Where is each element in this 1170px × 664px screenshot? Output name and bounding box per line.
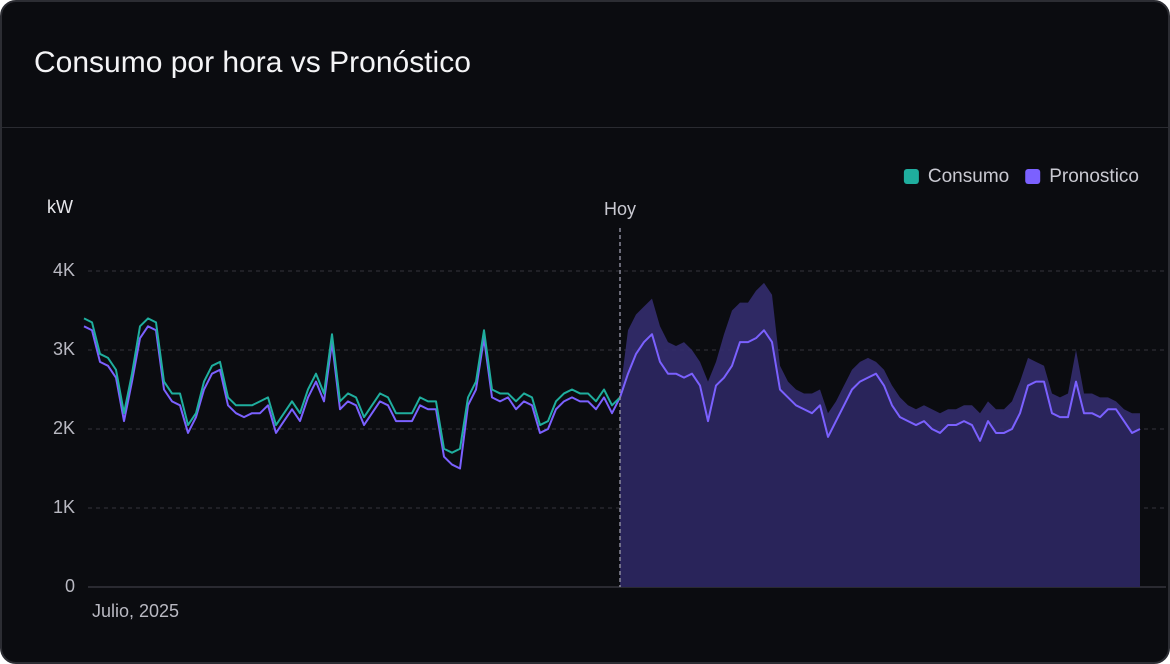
- forecast-band: [620, 282, 1140, 441]
- y-tick-label: 2K: [53, 418, 75, 438]
- card-title: Consumo por hora vs Pronóstico: [34, 46, 471, 79]
- series-line: [83, 325, 1141, 470]
- x-axis-label: Julio, 2025: [92, 601, 179, 621]
- series-line: [83, 317, 621, 454]
- legend-swatch: [903, 169, 919, 184]
- legend-label: Pronostico: [1049, 166, 1139, 187]
- y-tick-label: 4K: [53, 260, 75, 280]
- legend-label: Consumo: [928, 166, 1009, 187]
- divider: [2, 127, 1168, 128]
- y-tick-label: 1K: [53, 497, 75, 517]
- annotation-label: Hoy: [604, 199, 636, 219]
- y-axis-label: kW: [47, 197, 73, 217]
- forecast-area: [620, 330, 1140, 587]
- y-tick-label: 0: [65, 576, 75, 596]
- legend-swatch: [1025, 169, 1041, 184]
- y-tick-label: 3K: [53, 339, 75, 359]
